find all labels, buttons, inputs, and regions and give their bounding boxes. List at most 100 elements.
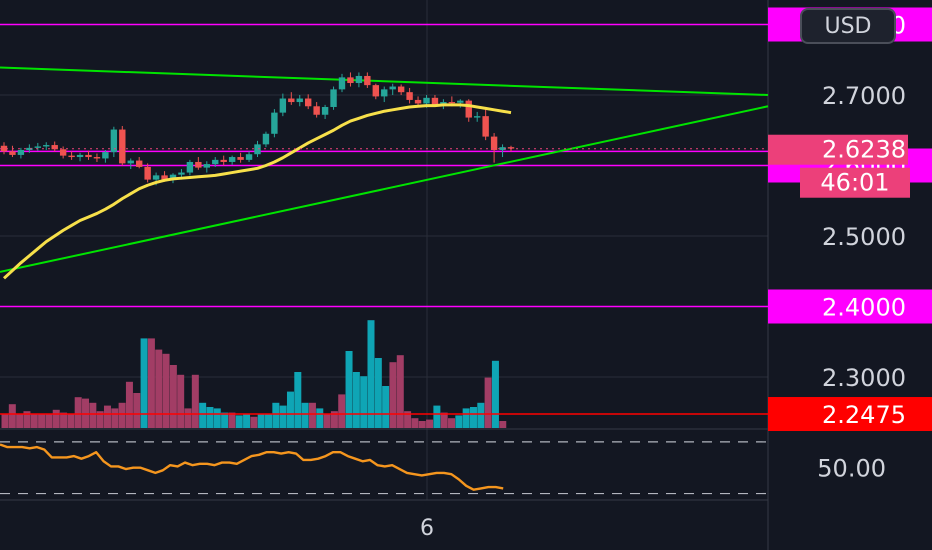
volume-bar xyxy=(404,411,412,428)
volume-bar xyxy=(184,408,192,428)
candle-body xyxy=(406,92,413,100)
volume-bar xyxy=(484,377,492,428)
candles xyxy=(0,72,515,186)
horizontal-levels xyxy=(0,23,768,415)
volume-bar xyxy=(235,415,243,428)
price-axis: 2.7000 2.5000 2.3000 50.00 xyxy=(817,82,906,483)
candle-body xyxy=(279,98,287,113)
volume-bar xyxy=(74,397,82,428)
volume-bar xyxy=(243,414,251,428)
candle-body xyxy=(431,97,439,105)
candle-body xyxy=(203,164,210,168)
candle-body xyxy=(161,175,168,180)
volume-bar xyxy=(162,353,170,428)
volume-bar xyxy=(111,408,119,428)
moving-average-line xyxy=(2,103,512,280)
price-tick-label: 2.5000 xyxy=(822,223,906,251)
volume-bar xyxy=(469,407,477,428)
volume-bar xyxy=(206,407,214,428)
volume-bar xyxy=(125,381,133,428)
candle-body xyxy=(474,116,481,118)
volume-bar xyxy=(60,412,68,428)
volume-bar xyxy=(199,402,207,428)
trendlines xyxy=(0,66,769,273)
time-tick-label: 6 xyxy=(420,516,434,541)
level-tag xyxy=(768,289,932,324)
trendline xyxy=(0,105,769,273)
volume-bar xyxy=(433,405,441,428)
volume-bar xyxy=(499,421,507,428)
trendline xyxy=(0,66,769,96)
currency-button[interactable]: USD xyxy=(800,8,896,44)
volume-bar xyxy=(440,412,448,428)
volume-bar xyxy=(279,405,287,428)
volume-bar xyxy=(330,411,338,428)
candle-body xyxy=(169,174,177,180)
candle-body xyxy=(34,146,41,148)
volume-bar xyxy=(38,414,46,428)
volume-bar xyxy=(45,414,53,428)
candle-body xyxy=(507,147,515,149)
candle-body xyxy=(76,154,84,158)
candle-body xyxy=(212,159,219,165)
candle-body xyxy=(220,159,227,162)
candle-body xyxy=(68,155,75,158)
level-tag xyxy=(768,397,932,432)
candle-body xyxy=(271,112,278,134)
current-price-value: 2.6238 xyxy=(822,136,906,164)
volume-bar xyxy=(316,408,324,428)
candle-body xyxy=(465,100,472,118)
price-tick-label: 2.3000 xyxy=(822,364,906,392)
volume-bar xyxy=(448,418,456,428)
candle-body xyxy=(490,136,498,150)
volume-bar xyxy=(411,418,419,428)
candle-body xyxy=(136,160,143,167)
volume-bar xyxy=(426,419,434,428)
volume-bar xyxy=(213,408,221,428)
volume-bar xyxy=(16,414,24,428)
candle-body xyxy=(186,161,194,173)
candle-body xyxy=(364,75,371,86)
candle-body xyxy=(144,166,151,180)
volume-bar xyxy=(367,320,375,428)
candle-body xyxy=(313,106,320,115)
volume-bar xyxy=(360,376,368,428)
volume-bar xyxy=(374,358,382,428)
volume-bar xyxy=(8,404,16,428)
candle-body xyxy=(9,151,16,155)
volume-bar xyxy=(23,411,31,428)
candle-body xyxy=(152,175,160,180)
volume-bar xyxy=(30,414,38,428)
volume-bar xyxy=(118,402,126,428)
volume-bar xyxy=(477,402,485,428)
volume-bar xyxy=(250,416,258,428)
candle-body xyxy=(330,89,337,107)
candle-body xyxy=(119,129,126,164)
candle-body xyxy=(499,147,506,150)
candle-body xyxy=(296,98,303,103)
candle-body xyxy=(102,152,109,159)
candle-body xyxy=(355,75,363,84)
candle-body xyxy=(389,86,396,90)
volume-bar xyxy=(52,409,60,428)
volume-bar xyxy=(418,421,426,428)
candle-body xyxy=(448,102,456,104)
volume-bar xyxy=(155,349,163,428)
candle-body xyxy=(381,89,388,97)
candle-body xyxy=(110,129,118,153)
candle-body xyxy=(0,145,8,152)
volume-bar xyxy=(221,412,229,428)
candle-body xyxy=(93,157,101,159)
current-price-tag-bg xyxy=(768,134,908,165)
volume-bar xyxy=(286,391,294,428)
candle-body xyxy=(228,157,236,162)
countdown-tag-bg xyxy=(800,167,910,198)
moving-average xyxy=(2,103,512,280)
current-price-tag: 2.6238 46:01 xyxy=(768,134,910,198)
candle-body xyxy=(321,106,329,115)
candle-body xyxy=(195,161,202,168)
volume-bar xyxy=(96,411,104,428)
candle-body xyxy=(288,98,295,103)
